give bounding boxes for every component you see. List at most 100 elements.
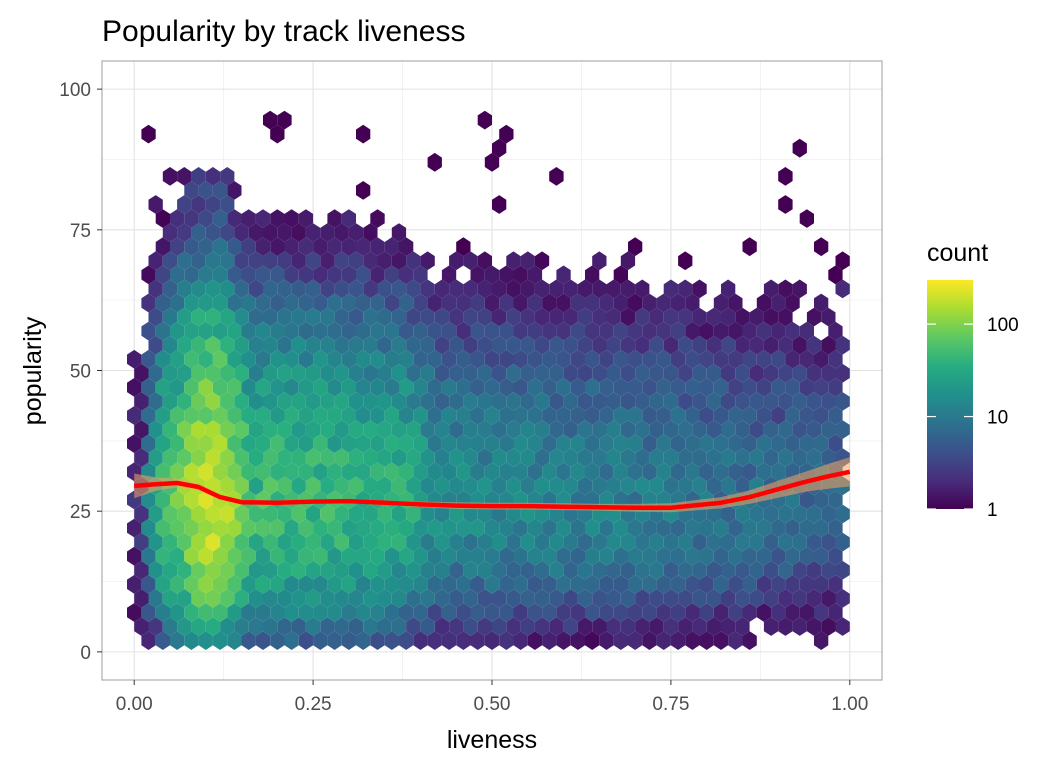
hex-bin [427,434,442,453]
hex-bin [656,349,671,369]
hex-bin [341,406,356,425]
hex-bin [814,237,829,257]
hex-bin [549,420,564,439]
hex-bin [735,589,750,608]
hex-bin [749,392,764,411]
hex-bin [127,349,142,369]
hex-bin [463,476,478,496]
hex-bin [270,321,285,341]
hex-bin [763,420,779,439]
hex-bin [542,546,557,566]
hex-bin [771,321,786,341]
hex-bin [427,293,442,313]
hex-bin [649,589,664,608]
hex-bin [277,532,292,552]
hex-bin [155,603,170,622]
hex-bin [298,209,314,228]
hex-bin [663,617,679,636]
hex-bin [463,532,478,552]
hex-bin [835,363,850,383]
hex-bin [563,363,578,383]
hex-bin [406,251,421,271]
hex-bin [198,378,213,397]
hex-bin [413,434,428,453]
hex-bin [728,518,743,538]
hex-bin [635,589,650,608]
hex-bin [499,349,514,369]
hex-bin [327,321,342,341]
hex-bin [434,363,450,383]
hex-bin [635,448,650,468]
hex-bin [599,546,614,566]
hex-bin [162,223,178,242]
hex-bin [427,546,442,566]
hex-bin [606,335,621,355]
hex-bin [377,532,392,552]
hex-bin [821,560,836,580]
hex-bin [520,279,535,299]
hex-bin [284,631,299,650]
hex-bin [828,378,843,397]
hex-bin [821,448,836,468]
hex-bin [706,307,721,327]
hex-bin [577,363,593,383]
hex-bin [356,603,371,622]
hex-bin [205,279,221,299]
hex-bin [220,504,235,524]
hex-bin [635,307,650,327]
hex-bin [713,434,729,453]
hex-bin [334,560,349,580]
hex-bin [449,476,464,496]
hex-bin [821,532,836,552]
hex-bin [313,575,328,594]
hex-bin [291,420,306,439]
hex-bin [477,532,492,552]
hex-bin [692,448,707,468]
hex-bin [513,434,528,453]
hex-bin [706,504,721,524]
hex-bin [513,518,528,538]
hex-bin [599,462,614,482]
hex-bin [441,575,457,594]
hex-bin [191,307,206,327]
hex-bin [220,223,235,242]
hex-bin [592,476,607,496]
hex-bin [248,532,263,552]
hex-bin [162,420,178,439]
hex-bin [363,251,378,271]
hex-bin [427,518,442,538]
hex-bin [220,167,235,186]
hex-bin [613,631,628,650]
hex-bin [205,363,221,383]
hex-bin [348,476,364,496]
hex-bin [592,251,607,271]
hex-bin [370,265,385,285]
hex-bin [406,420,421,439]
hex-bin [785,603,800,622]
hex-bin [778,589,793,608]
hex-bin [534,279,550,299]
hex-bin [463,617,478,636]
hex-bin [291,335,306,355]
hex-bin [585,265,600,285]
hex-bin [377,392,392,411]
legend-title: count [927,239,988,267]
hex-bin [542,462,557,482]
chart-title: Popularity by track liveness [102,15,466,48]
hex-bin [205,448,221,468]
hex-bin [320,223,335,242]
hex-bin [470,265,485,285]
hex-bin [656,462,671,482]
hex-bin [170,462,185,482]
hex-bin [620,532,636,552]
hex-bin [234,448,249,468]
hex-bin [549,335,564,355]
hex-bin [263,504,278,524]
hex-bin [248,617,263,636]
hex-bin [305,279,321,299]
hex-bin [255,434,271,453]
hex-bin [377,251,392,271]
hex-bin [148,532,163,552]
hex-bin [170,518,185,538]
hex-bin [263,532,278,552]
